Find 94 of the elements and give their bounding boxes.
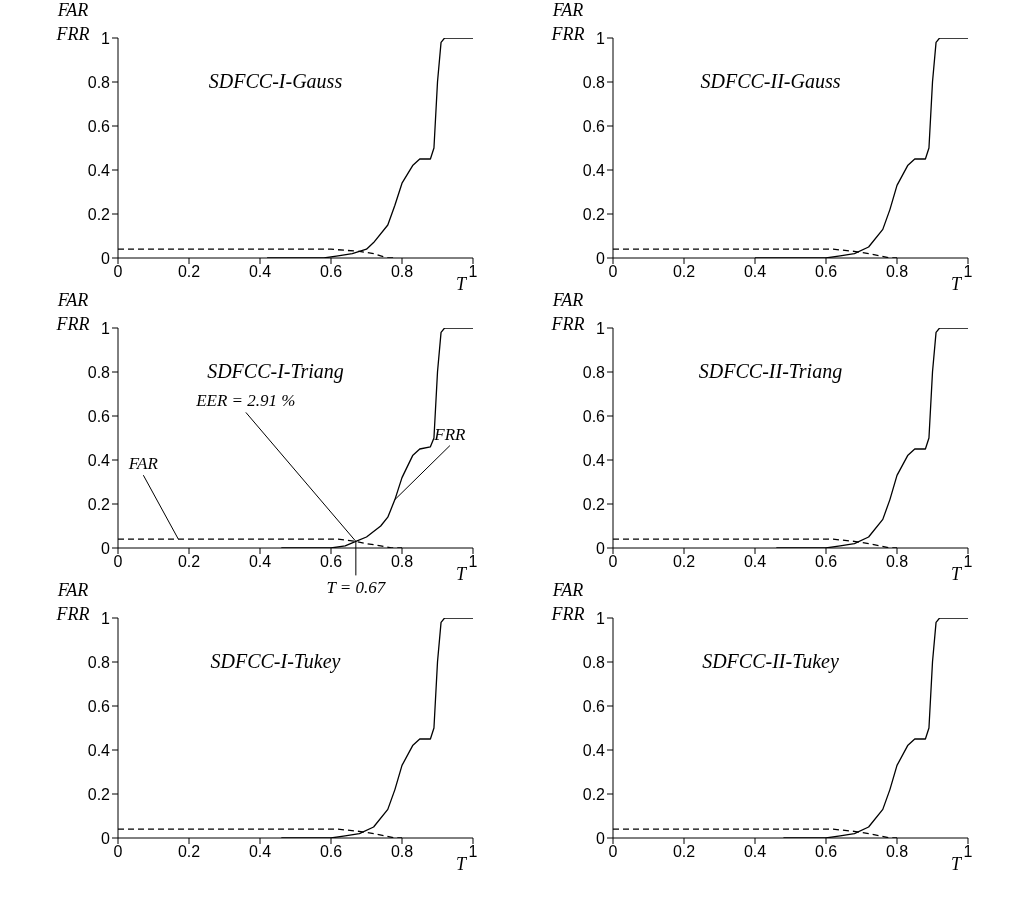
text: SDFCC-I-Gauss <box>208 70 343 92</box>
y-tick-label: 0.8 <box>87 653 111 671</box>
x-axis-title: T <box>950 564 963 584</box>
y-tick-label: 0.8 <box>582 653 606 671</box>
y-tick-label: 0.8 <box>582 363 606 381</box>
y-tick-label: 0.6 <box>87 117 111 135</box>
annotation: FAR <box>127 454 159 474</box>
x-tick-label: 0.2 <box>672 553 696 571</box>
x-tick-label: 0.6 <box>319 843 343 861</box>
y-tick-label: 0 <box>101 249 111 267</box>
x-tick-label: 1 <box>963 553 973 571</box>
x-tick-label: 0 <box>608 553 618 571</box>
y-tick-label: 0.6 <box>582 117 606 135</box>
x-tick-label: 1 <box>963 843 973 861</box>
text: SDFCC-II-Triang <box>698 360 843 383</box>
x-tick-label: 0 <box>608 843 618 861</box>
y-tick-label: 0.8 <box>87 73 111 91</box>
y-tick-label: 0.4 <box>582 161 606 179</box>
x-axis-title: T <box>950 854 963 874</box>
x-axis-title: T <box>455 564 468 584</box>
y-tick-label: 0.6 <box>87 407 111 425</box>
x-tick-label: 0 <box>113 263 123 281</box>
x-tick-label: 0.2 <box>177 553 201 571</box>
y-tick-label: 0.2 <box>87 205 111 223</box>
x-tick-label: 0.8 <box>885 843 909 861</box>
x-tick-label: 0.6 <box>814 843 838 861</box>
y-tick-label: 1 <box>596 319 606 337</box>
x-tick-label: 0.4 <box>743 263 767 281</box>
y-axis-title: FAR FRR <box>550 0 585 44</box>
y-tick-label: 0.8 <box>87 363 111 381</box>
y-tick-label: 0 <box>596 539 606 557</box>
y-axis-title: FAR FRR <box>55 290 90 334</box>
annotation: T = 0.67 <box>326 578 387 598</box>
y-tick-label: 0 <box>596 829 606 847</box>
x-tick-label: 1 <box>963 263 973 281</box>
y-tick-label: 0.8 <box>582 73 606 91</box>
x-tick-label: 0 <box>113 843 123 861</box>
y-tick-label: 0.4 <box>87 161 111 179</box>
x-tick-label: 0.2 <box>672 263 696 281</box>
x-tick-label: 0.4 <box>743 553 767 571</box>
y-tick-label: 0 <box>101 539 111 557</box>
annotation: EER = 2.91 % <box>195 391 296 411</box>
y-tick-label: 0.2 <box>582 495 606 513</box>
x-tick-label: 0.2 <box>177 263 201 281</box>
x-tick-label: 0 <box>608 263 618 281</box>
x-tick-label: 0.8 <box>885 553 909 571</box>
x-tick-label: 0.6 <box>814 263 838 281</box>
y-tick-label: 0.4 <box>87 451 111 469</box>
x-tick-label: 1 <box>468 843 478 861</box>
x-axis-title: T <box>455 274 468 294</box>
x-tick-label: 1 <box>468 553 478 571</box>
y-tick-label: 0.4 <box>582 451 606 469</box>
y-tick-label: 0.2 <box>87 495 111 513</box>
y-tick-label: 0 <box>101 829 111 847</box>
x-tick-label: 0.2 <box>672 843 696 861</box>
text: SDFCC-I-Tukey <box>210 650 341 673</box>
x-tick-label: 0 <box>113 553 123 571</box>
x-tick-label: 0.4 <box>248 263 272 281</box>
y-tick-label: 0.6 <box>582 407 606 425</box>
x-tick-label: 0.6 <box>814 553 838 571</box>
x-tick-label: 0.8 <box>885 263 909 281</box>
x-tick-label: 0.6 <box>319 553 343 571</box>
y-axis-title: FAR FRR <box>550 290 585 334</box>
y-tick-label: 0 <box>596 249 606 267</box>
text: SDFCC-II-Tukey <box>702 650 839 673</box>
y-tick-label: 0.2 <box>87 785 111 803</box>
y-tick-label: 0.2 <box>582 205 606 223</box>
y-tick-label: 0.4 <box>582 741 606 759</box>
x-tick-label: 0.6 <box>319 263 343 281</box>
y-axis-title: FAR FRR <box>550 580 585 624</box>
x-axis-title: T <box>950 274 963 294</box>
y-tick-label: 0.6 <box>582 697 606 715</box>
annotation: FRR <box>433 424 467 444</box>
y-tick-label: 1 <box>596 609 606 627</box>
y-tick-label: 1 <box>101 29 111 47</box>
y-axis-title: FAR FRR <box>55 0 90 44</box>
y-tick-label: 1 <box>101 609 111 627</box>
text: SDFCC-II-Gauss <box>700 70 841 92</box>
x-tick-label: 0.8 <box>390 843 414 861</box>
y-axis-title: FAR FRR <box>55 580 90 624</box>
x-tick-label: 0.2 <box>177 843 201 861</box>
x-tick-label: 0.4 <box>743 843 767 861</box>
y-tick-label: 0.2 <box>582 785 606 803</box>
y-tick-label: 1 <box>596 29 606 47</box>
x-tick-label: 0.8 <box>390 263 414 281</box>
y-tick-label: 1 <box>101 319 111 337</box>
x-axis-title: T <box>455 854 468 874</box>
x-tick-label: 0.4 <box>248 843 272 861</box>
x-tick-label: 0.8 <box>390 553 414 571</box>
y-tick-label: 0.4 <box>87 741 111 759</box>
x-tick-label: 1 <box>468 263 478 281</box>
y-tick-label: 0.6 <box>87 697 111 715</box>
text: SDFCC-I-Triang <box>207 360 344 383</box>
x-tick-label: 0.4 <box>248 553 272 571</box>
